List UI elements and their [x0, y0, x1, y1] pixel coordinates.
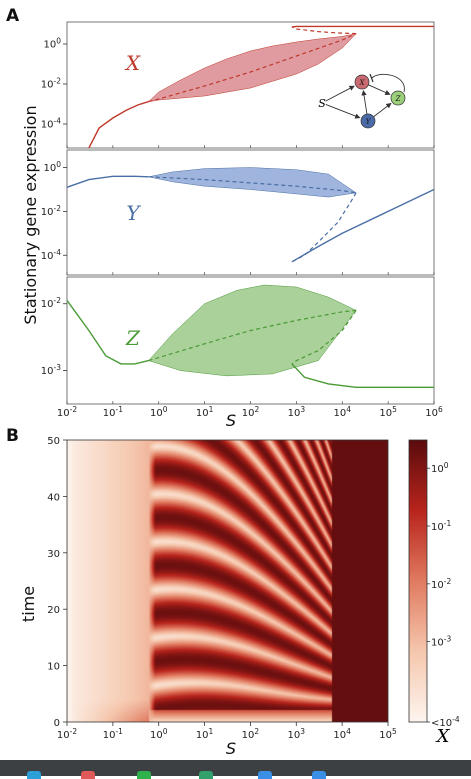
x-tick-label: 103 — [288, 405, 306, 419]
stable-branch-high-y — [291, 188, 434, 263]
y-tick-label: 50 — [47, 436, 60, 447]
stable-branch-high-x — [291, 25, 434, 28]
network-edge — [373, 102, 392, 118]
panel-b-figure: 10-2 10-1 100 101 102 103 104 105 0 10 20 30 40 50 Sti… — [19, 436, 460, 758]
x-tick-label: 104 — [333, 405, 351, 419]
y-tick-label: 20 — [47, 605, 60, 616]
y-tick-label-x: 100 — [43, 37, 61, 51]
heatmap-area — [67, 440, 388, 722]
x-tick-label: 101 — [196, 727, 214, 741]
saddle-branch-x — [291, 26, 357, 35]
unstable-branch-x — [148, 33, 357, 103]
variable-label-y: Y — [126, 201, 141, 225]
oscillation-envelope-x — [147, 33, 357, 102]
y-axis-label-b: time — [19, 586, 38, 622]
variable-label-z: Z — [125, 326, 141, 350]
colorbar-tick-label: 10-1 — [431, 519, 451, 533]
x-tick-label: 10-1 — [103, 405, 123, 419]
variable-label-x: X — [124, 51, 141, 75]
network-edge-repression — [371, 73, 405, 93]
colorbar-tick-label: 10-3 — [431, 635, 451, 649]
y-axis-label-a: Stationary gene expression — [21, 105, 40, 324]
unstable-branch-y — [148, 176, 357, 194]
y-tick-label-y: 10-4 — [41, 248, 61, 262]
app-icon-5[interactable] — [258, 771, 272, 779]
taskbar — [0, 760, 471, 779]
x-tick-label: 102 — [242, 727, 260, 741]
network-node-label-x: X — [359, 79, 366, 87]
panel-label-b: B — [6, 426, 19, 446]
stable-branch-high-z — [291, 363, 434, 388]
network-edge — [368, 84, 391, 95]
unstable-branch-z — [148, 309, 357, 362]
heatmap-frame — [66, 439, 389, 723]
colorbar — [408, 439, 428, 723]
network-node-label-y: Y — [366, 118, 372, 126]
app-icon-2[interactable] — [81, 771, 95, 779]
y-tick-label-x: 10-2 — [41, 77, 61, 91]
y-tick-label-z: 10-2 — [41, 296, 61, 310]
y-tick-label-y: 10-2 — [41, 204, 61, 218]
network-node-label-z: Z — [395, 95, 401, 103]
x-tick-label: 106 — [425, 405, 443, 419]
saddle-branch-y — [291, 192, 357, 263]
y-tick-label-y: 100 — [43, 160, 61, 174]
network-edge — [361, 90, 368, 115]
y-tick-label-x: 10-4 — [41, 117, 61, 131]
x-tick-label: 105 — [379, 727, 397, 741]
panel-a-figure: 100 10-2 10-4 X 100 10-2 10-4 Y 10-2 10-3 Z 10-2 10-… — [21, 21, 443, 428]
network-node-label-s: S — [318, 97, 326, 110]
stable-branch-low-x — [88, 100, 149, 148]
network-edge — [325, 85, 355, 102]
x-tick-label: 104 — [333, 727, 351, 741]
app-icon-1[interactable] — [27, 771, 41, 779]
network-inset: X Y Z S — [318, 73, 406, 129]
x-tick-label: 100 — [150, 727, 168, 741]
network-node-x — [354, 74, 370, 90]
network-edge — [325, 104, 361, 119]
y-tick-label-z: 10-3 — [41, 363, 61, 377]
x-tick-label: 10-2 — [57, 727, 77, 741]
oscillation-envelope-y — [148, 167, 357, 198]
x-tick-label: 100 — [150, 405, 168, 419]
panel-label-a: A — [6, 6, 20, 26]
x-tick-label: 105 — [379, 405, 397, 419]
heatmap-canvas — [67, 440, 388, 722]
y-tick-label: 30 — [47, 549, 60, 560]
x-tick-label: 102 — [242, 405, 260, 419]
x-axis-label-b: S — [226, 739, 236, 758]
saddle-branch-z — [291, 310, 357, 365]
app-icon-4[interactable] — [199, 771, 213, 779]
colorbar-label: X — [435, 726, 451, 747]
y-tick-label: 10 — [47, 662, 60, 673]
stable-branch-low-z — [67, 299, 149, 365]
stable-branch-low-y — [67, 175, 149, 188]
x-tick-label: 10-1 — [103, 727, 123, 741]
network-node-z — [390, 90, 406, 106]
x-axis-label-a: S — [226, 411, 236, 428]
y-tick-label: 40 — [47, 492, 60, 503]
app-icon-3[interactable] — [137, 771, 151, 779]
app-icon-6[interactable] — [312, 771, 326, 779]
repression-bar — [369, 73, 374, 83]
y-tick-label: 0 — [54, 718, 60, 729]
network-node-y — [360, 113, 376, 129]
x-tick-label: 10-2 — [57, 405, 77, 419]
colorbar-tick-label: 10-2 — [431, 577, 451, 591]
x-tick-label: 103 — [288, 727, 306, 741]
colorbar-tick-label: 100 — [431, 461, 449, 475]
x-tick-label: 101 — [196, 405, 214, 419]
